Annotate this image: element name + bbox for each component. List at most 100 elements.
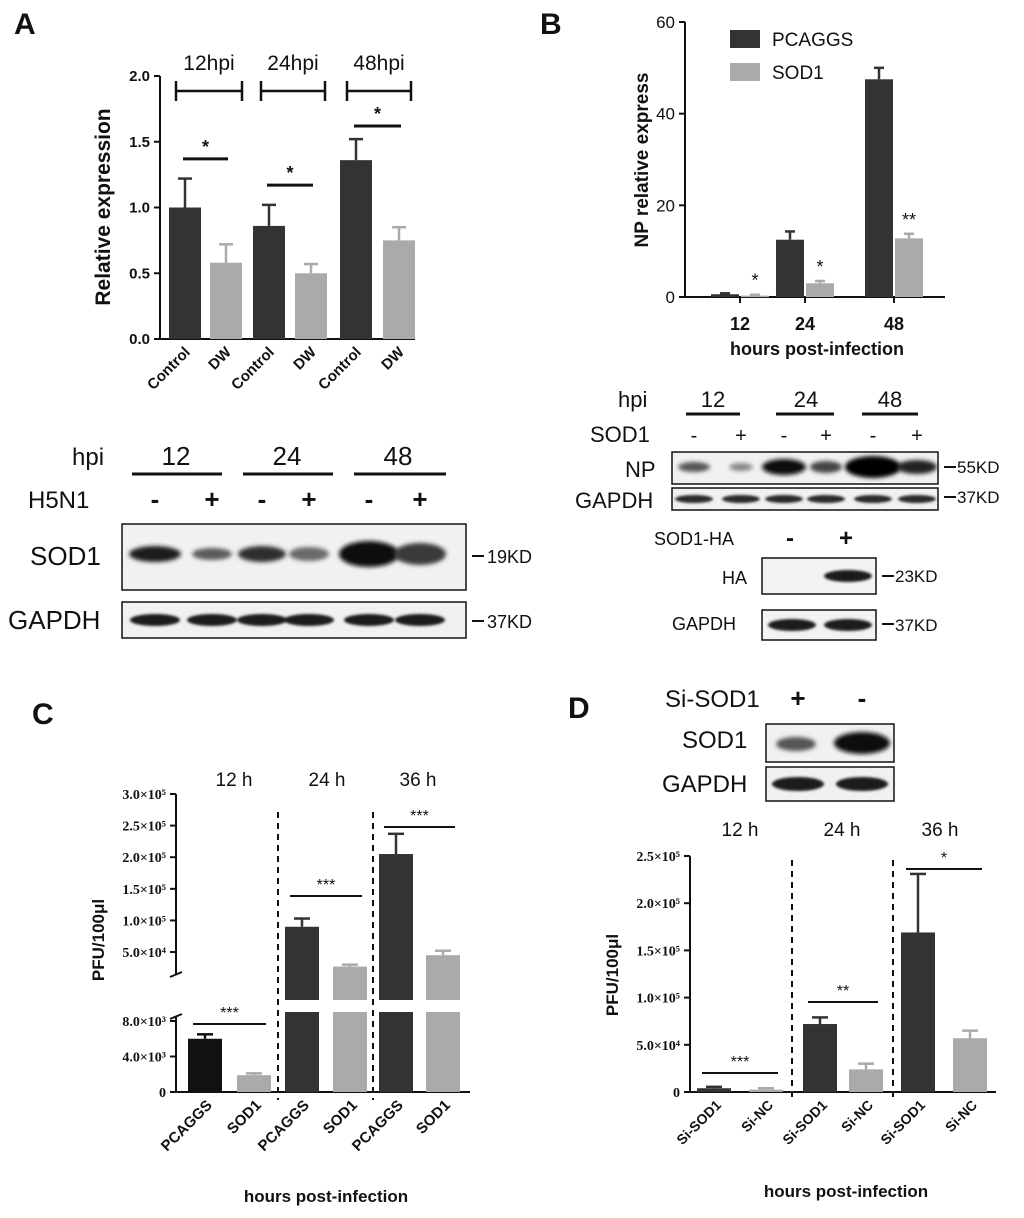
b-y-tick-label: 20 (656, 196, 675, 215)
c-bar-lower (379, 1012, 413, 1092)
panel-d: D Si-SOD1 + - SOD1 GAPDH 12 h 24 h 36 h … (568, 683, 996, 1201)
c-x-tick-label: SOD1 (224, 1097, 265, 1138)
panel-d-chart: 0 5.0×10⁴ 1.0×10⁵ 1.5×10⁵ 2.0×10⁵ 2.5×10⁵ PFU/… (603, 850, 996, 1201)
b-bar (806, 283, 834, 297)
blot-b-signs: - + - + - + (691, 425, 923, 447)
d-x-tick-label: Si-NC (838, 1097, 876, 1135)
panel-b-blot: hpi 12 24 48 SOD1 - + - + - + NP 55KD GAPDH 3… (575, 387, 1000, 513)
a-x-tick-label: DW (205, 343, 235, 373)
blot-b2-gapdh-band-1 (824, 619, 872, 631)
blot-a-row-sod1-label: SOD1 (30, 541, 101, 571)
b-x-tick-label: 24 (795, 314, 815, 334)
d-significance-label: ** (837, 983, 849, 1000)
blot-b2-ha-size: 23KD (895, 567, 938, 586)
d-bar (953, 1038, 987, 1092)
b-x-tick-label: 48 (884, 314, 904, 334)
a-x-tick-label: Control (315, 344, 365, 394)
a-time-group-label: 24hpi (267, 52, 318, 75)
b-x-axis-label: hours post-infection (730, 339, 904, 359)
panel-b-legend: PCAGGS SOD1 (730, 30, 853, 84)
d-y-tick-label: 5.0×10⁴ (636, 1039, 680, 1054)
blot-d-gapdh-band-0 (772, 777, 824, 791)
b-bar (895, 238, 923, 297)
c-x-tick-label: SOD1 (413, 1097, 454, 1138)
b-bar (865, 79, 893, 298)
c-significance-label: *** (220, 1005, 239, 1022)
blot-a-sign: - (151, 484, 160, 514)
d-significance-label: * (941, 850, 947, 867)
blot-a-gapdh-size: 37KD (487, 612, 532, 632)
blot-a-gapdh-bands (130, 614, 445, 626)
blot-b2-row-gapdh-label: GAPDH (672, 614, 736, 634)
blot-b-gapdh-band (722, 495, 760, 503)
a-significance-label: * (286, 163, 293, 183)
panel-b-letter: B (540, 8, 562, 41)
blot-b-np-band (845, 456, 901, 478)
blot-b-sign: - (781, 425, 788, 447)
b-y-tick-label: 0 (666, 288, 675, 307)
blot-b2-ha-band (824, 570, 872, 582)
d-y-tick-label: 1.5×10⁵ (636, 944, 680, 959)
blot-b-row-gapdh-label: GAPDH (575, 488, 653, 513)
b-bar (776, 239, 804, 297)
c-bar-upper (285, 926, 319, 1000)
c-y-tick-label: 3.0×10⁵ (122, 788, 166, 803)
a-bar (169, 207, 201, 339)
b-legend-swatch (730, 30, 760, 48)
b-legend-label: PCAGGS (772, 30, 853, 51)
d-y-tick-label: 2.0×10⁵ (636, 897, 680, 912)
blot-d-treatment-label: Si-SOD1 (665, 686, 760, 713)
blot-b-np-band (810, 461, 842, 473)
blot-d-sod1-band-0 (776, 737, 816, 751)
b-y-tick-label: 60 (656, 13, 675, 32)
a-y-tick-label: 0.0 (129, 331, 150, 348)
b-y-tick-label: 40 (656, 105, 675, 124)
a-y-tick-label: 1.0 (129, 200, 150, 217)
blot-b-sign: - (870, 425, 877, 447)
c-x-tick-label: PCAGGS (158, 1097, 216, 1155)
blot-a-gapdh-band (237, 614, 287, 626)
blot-a-sod1-band (238, 546, 286, 562)
blot-b-gapdh-strip (671, 487, 939, 511)
blot-d-sod1-band-1 (834, 732, 890, 754)
blot-b-sign: - (691, 425, 698, 447)
d-x-tick-label: Si-SOD1 (877, 1097, 928, 1148)
panel-b: B 0 20 40 60 NP relative express 12 24 48 hours … (540, 8, 1000, 641)
b-significance-label: ** (902, 210, 916, 230)
blot-b-sign: + (735, 425, 747, 447)
c-bar (237, 1075, 271, 1092)
blot-d-row-sod1-label: SOD1 (682, 727, 747, 754)
panel-a-blot: hpi 12 24 48 H5N1 - + - + - + SOD1 19KD GAPDH… (8, 441, 532, 639)
blot-b-np-band (729, 463, 753, 471)
panel-b-chart: 0 20 40 60 NP relative express 12 24 48 hours po… (632, 13, 945, 359)
panel-c-group-24h: 24 h (309, 770, 346, 791)
d-x-axis-label: hours post-infection (764, 1182, 928, 1201)
panel-d-group-36h: 36 h (922, 820, 959, 841)
b-x-tick-label: 12 (730, 314, 750, 334)
panel-c-chart: 0 4.0×10³ 8.0×10³ 5.0×10⁴ 1.0×10⁵ 1.5×10⁵ 2.0×… (89, 788, 470, 1206)
blot-a-sign: + (204, 484, 219, 514)
blot-b-gapdh-band (675, 495, 713, 503)
panel-d-group-24h: 24 h (824, 820, 861, 841)
d-y-tick-label: 2.5×10⁵ (636, 850, 680, 865)
a-bar (253, 225, 285, 339)
d-significance-label: *** (731, 1054, 750, 1071)
blot-a-sod1-band (339, 541, 399, 567)
d-bar (849, 1069, 883, 1092)
blot-b-sign: + (820, 425, 832, 447)
c-x-tick-label: PCAGGS (349, 1097, 407, 1155)
blot-b-np-band (762, 459, 806, 475)
c-y-tick-label: 4.0×10³ (122, 1051, 166, 1066)
blot-b-row-np-label: NP (625, 457, 656, 482)
blot-b-hpi-48: 48 (878, 387, 902, 412)
c-y-tick-label: 1.0×10⁵ (122, 914, 166, 929)
blot-d-sign-0: + (790, 683, 805, 713)
panel-d-letter: D (568, 692, 590, 725)
d-bar (901, 932, 935, 1092)
a-y-tick-label: 2.0 (129, 68, 150, 85)
d-x-tick-label: Si-SOD1 (779, 1097, 830, 1148)
panel-c-group-36h: 36 h (400, 770, 437, 791)
a-x-tick-label: Control (144, 344, 194, 394)
blot-a-sod1-band (394, 543, 446, 565)
blot-a-gapdh-band (187, 614, 237, 626)
